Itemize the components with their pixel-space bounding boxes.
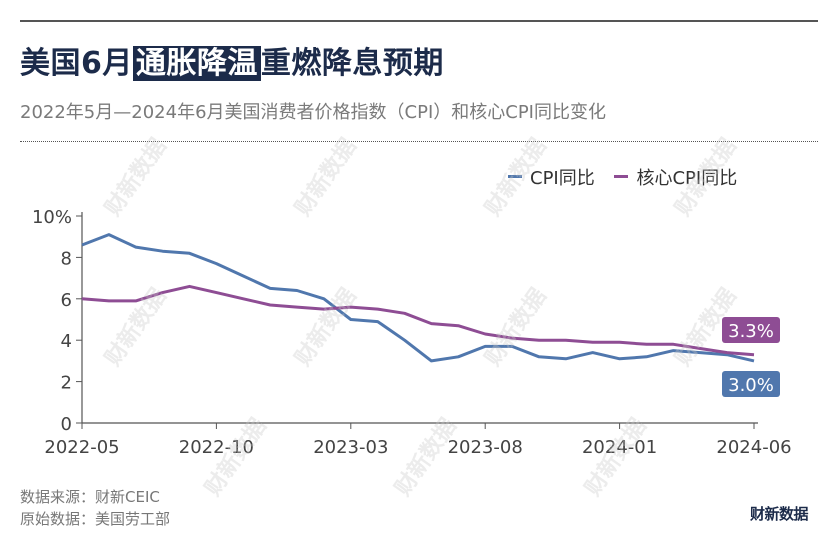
title-part-1: 美国6月 [20, 46, 133, 81]
y-tick-label: 10% [32, 207, 72, 228]
x-tick-label: 2023-08 [448, 437, 523, 458]
y-tick-label: 8 [61, 248, 72, 269]
brand-logo: 财新数据 [750, 505, 809, 523]
legend-item-core: 核心CPI同比 [614, 164, 737, 190]
page-subtitle: 2022年5月—2024年6月美国消费者价格指数（CPI）和核心CPI同比变化 [20, 102, 606, 123]
chart-footer: 数据来源：财新CEIC 原始数据：美国劳工部 [20, 486, 170, 530]
legend-swatch-core [614, 175, 629, 178]
end-label-core-bg [722, 317, 780, 343]
x-tick-label: 2023-03 [313, 437, 388, 458]
x-tick-label: 2022-05 [44, 437, 119, 458]
end-label-cpi-text: 3.0% [728, 375, 774, 396]
series-line-cpi [81, 233, 755, 363]
x-tick-label: 2024-06 [716, 437, 791, 458]
y-tick-label: 0 [61, 414, 72, 435]
chart-legend: CPI同比 核心CPI同比 [508, 162, 751, 190]
legend-label-cpi: CPI同比 [530, 167, 595, 189]
title-highlight: 通胀降温 [132, 46, 261, 81]
legend-label-core: 核心CPI同比 [636, 167, 738, 189]
end-label-core-text: 3.3% [728, 321, 774, 342]
y-tick-label: 4 [61, 331, 72, 352]
source-note: 数据来源：财新CEIC [20, 488, 160, 506]
legend-swatch-cpi [508, 175, 522, 178]
end-label-core: 3.3% [722, 317, 780, 343]
title-part-2: 重燃降息预期 [260, 46, 444, 81]
series-line-core [81, 284, 755, 357]
origin-note: 原始数据：美国劳工部 [20, 510, 171, 528]
legend-item-cpi: CPI同比 [508, 164, 595, 190]
page-title: 美国6月 通胀降温 重燃降息预期 [20, 38, 444, 82]
y-tick-label: 2 [61, 373, 72, 394]
end-label-cpi-bg [722, 371, 780, 397]
y-tick-label: 6 [61, 290, 72, 311]
end-label-cpi: 3.0% [722, 371, 780, 397]
dotted-divider [20, 141, 818, 142]
x-tick-label: 2024-01 [582, 437, 657, 458]
top-rule [20, 20, 818, 22]
x-tick-label: 2022-10 [179, 437, 254, 458]
